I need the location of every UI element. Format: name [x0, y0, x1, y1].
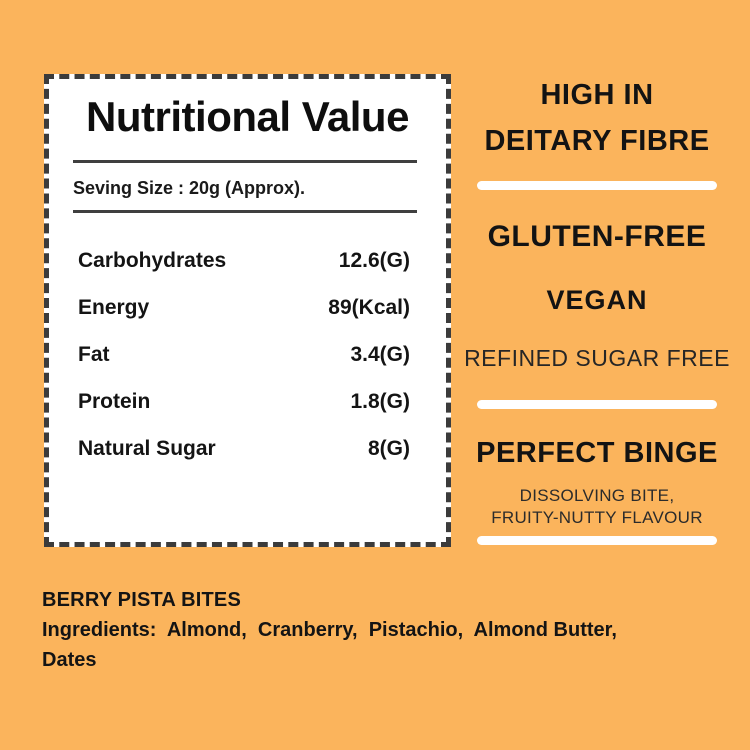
table-row: Natural Sugar 8(G) — [78, 425, 410, 472]
serving-divider-line — [73, 210, 417, 213]
high-in-fibre-claim: HIGH IN DEITARY FIBRE — [452, 72, 742, 164]
nutrition-card: Nutritional Value Seving Size : 20g (App… — [44, 74, 451, 547]
nutrient-value: 3.4(G) — [350, 342, 410, 366]
fibre-claim-line-1: HIGH IN — [540, 79, 654, 111]
ingredients-line-1: Ingredients: Almond, Cranberry, Pistachi… — [42, 619, 617, 641]
table-row: Energy 89(Kcal) — [78, 284, 410, 331]
nutrient-label: Energy — [78, 295, 150, 319]
serving-size-text: Seving Size : 20g (Approx). — [73, 178, 306, 198]
product-name: BERRY PISTA BITES — [42, 589, 241, 611]
binge-subtext-line-1: DISSOLVING BITE, — [519, 486, 675, 505]
highlights-column: HIGH IN DEITARY FIBRE GLUTEN-FREE VEGAN … — [452, 0, 742, 560]
vegan-claim: VEGAN — [546, 285, 648, 315]
product-info-footer: BERRY PISTA BITES Ingredients: Almond, C… — [42, 585, 722, 675]
table-row: Fat 3.4(G) — [78, 331, 410, 378]
nutrient-label: Natural Sugar — [78, 436, 216, 460]
ingredients-line-2: Dates — [42, 649, 97, 671]
binge-subtext: DISSOLVING BITE, FRUITY-NUTTY FLAVOUR — [452, 485, 742, 529]
binge-subtext-line-2: FRUITY-NUTTY FLAVOUR — [491, 508, 703, 527]
nutrition-card-title: Nutritional Value — [86, 93, 409, 140]
nutrient-value: 12.6(G) — [338, 248, 410, 272]
title-divider-line — [73, 160, 417, 163]
refined-sugar-free-claim: REFINED SUGAR FREE — [464, 345, 730, 371]
nutrient-label: Fat — [78, 342, 110, 366]
nutrient-value: 8(G) — [368, 436, 410, 460]
perfect-binge-heading: PERFECT BINGE — [476, 437, 718, 469]
nutrient-value: 89(Kcal) — [328, 295, 410, 319]
section-divider-bar — [477, 536, 717, 545]
nutrient-label: Protein — [78, 389, 151, 413]
section-divider-bar — [477, 400, 717, 409]
nutrient-value: 1.8(G) — [350, 389, 410, 413]
gluten-free-claim: GLUTEN-FREE — [487, 220, 707, 253]
table-row: Protein 1.8(G) — [78, 378, 410, 425]
fibre-claim-line-2: DEITARY FIBRE — [484, 125, 710, 157]
table-row: Carbohydrates 12.6(G) — [78, 237, 410, 284]
nutrition-table: Carbohydrates 12.6(G) Energy 89(Kcal) Fa… — [78, 237, 410, 472]
nutrient-label: Carbohydrates — [78, 248, 227, 272]
section-divider-bar — [477, 181, 717, 190]
